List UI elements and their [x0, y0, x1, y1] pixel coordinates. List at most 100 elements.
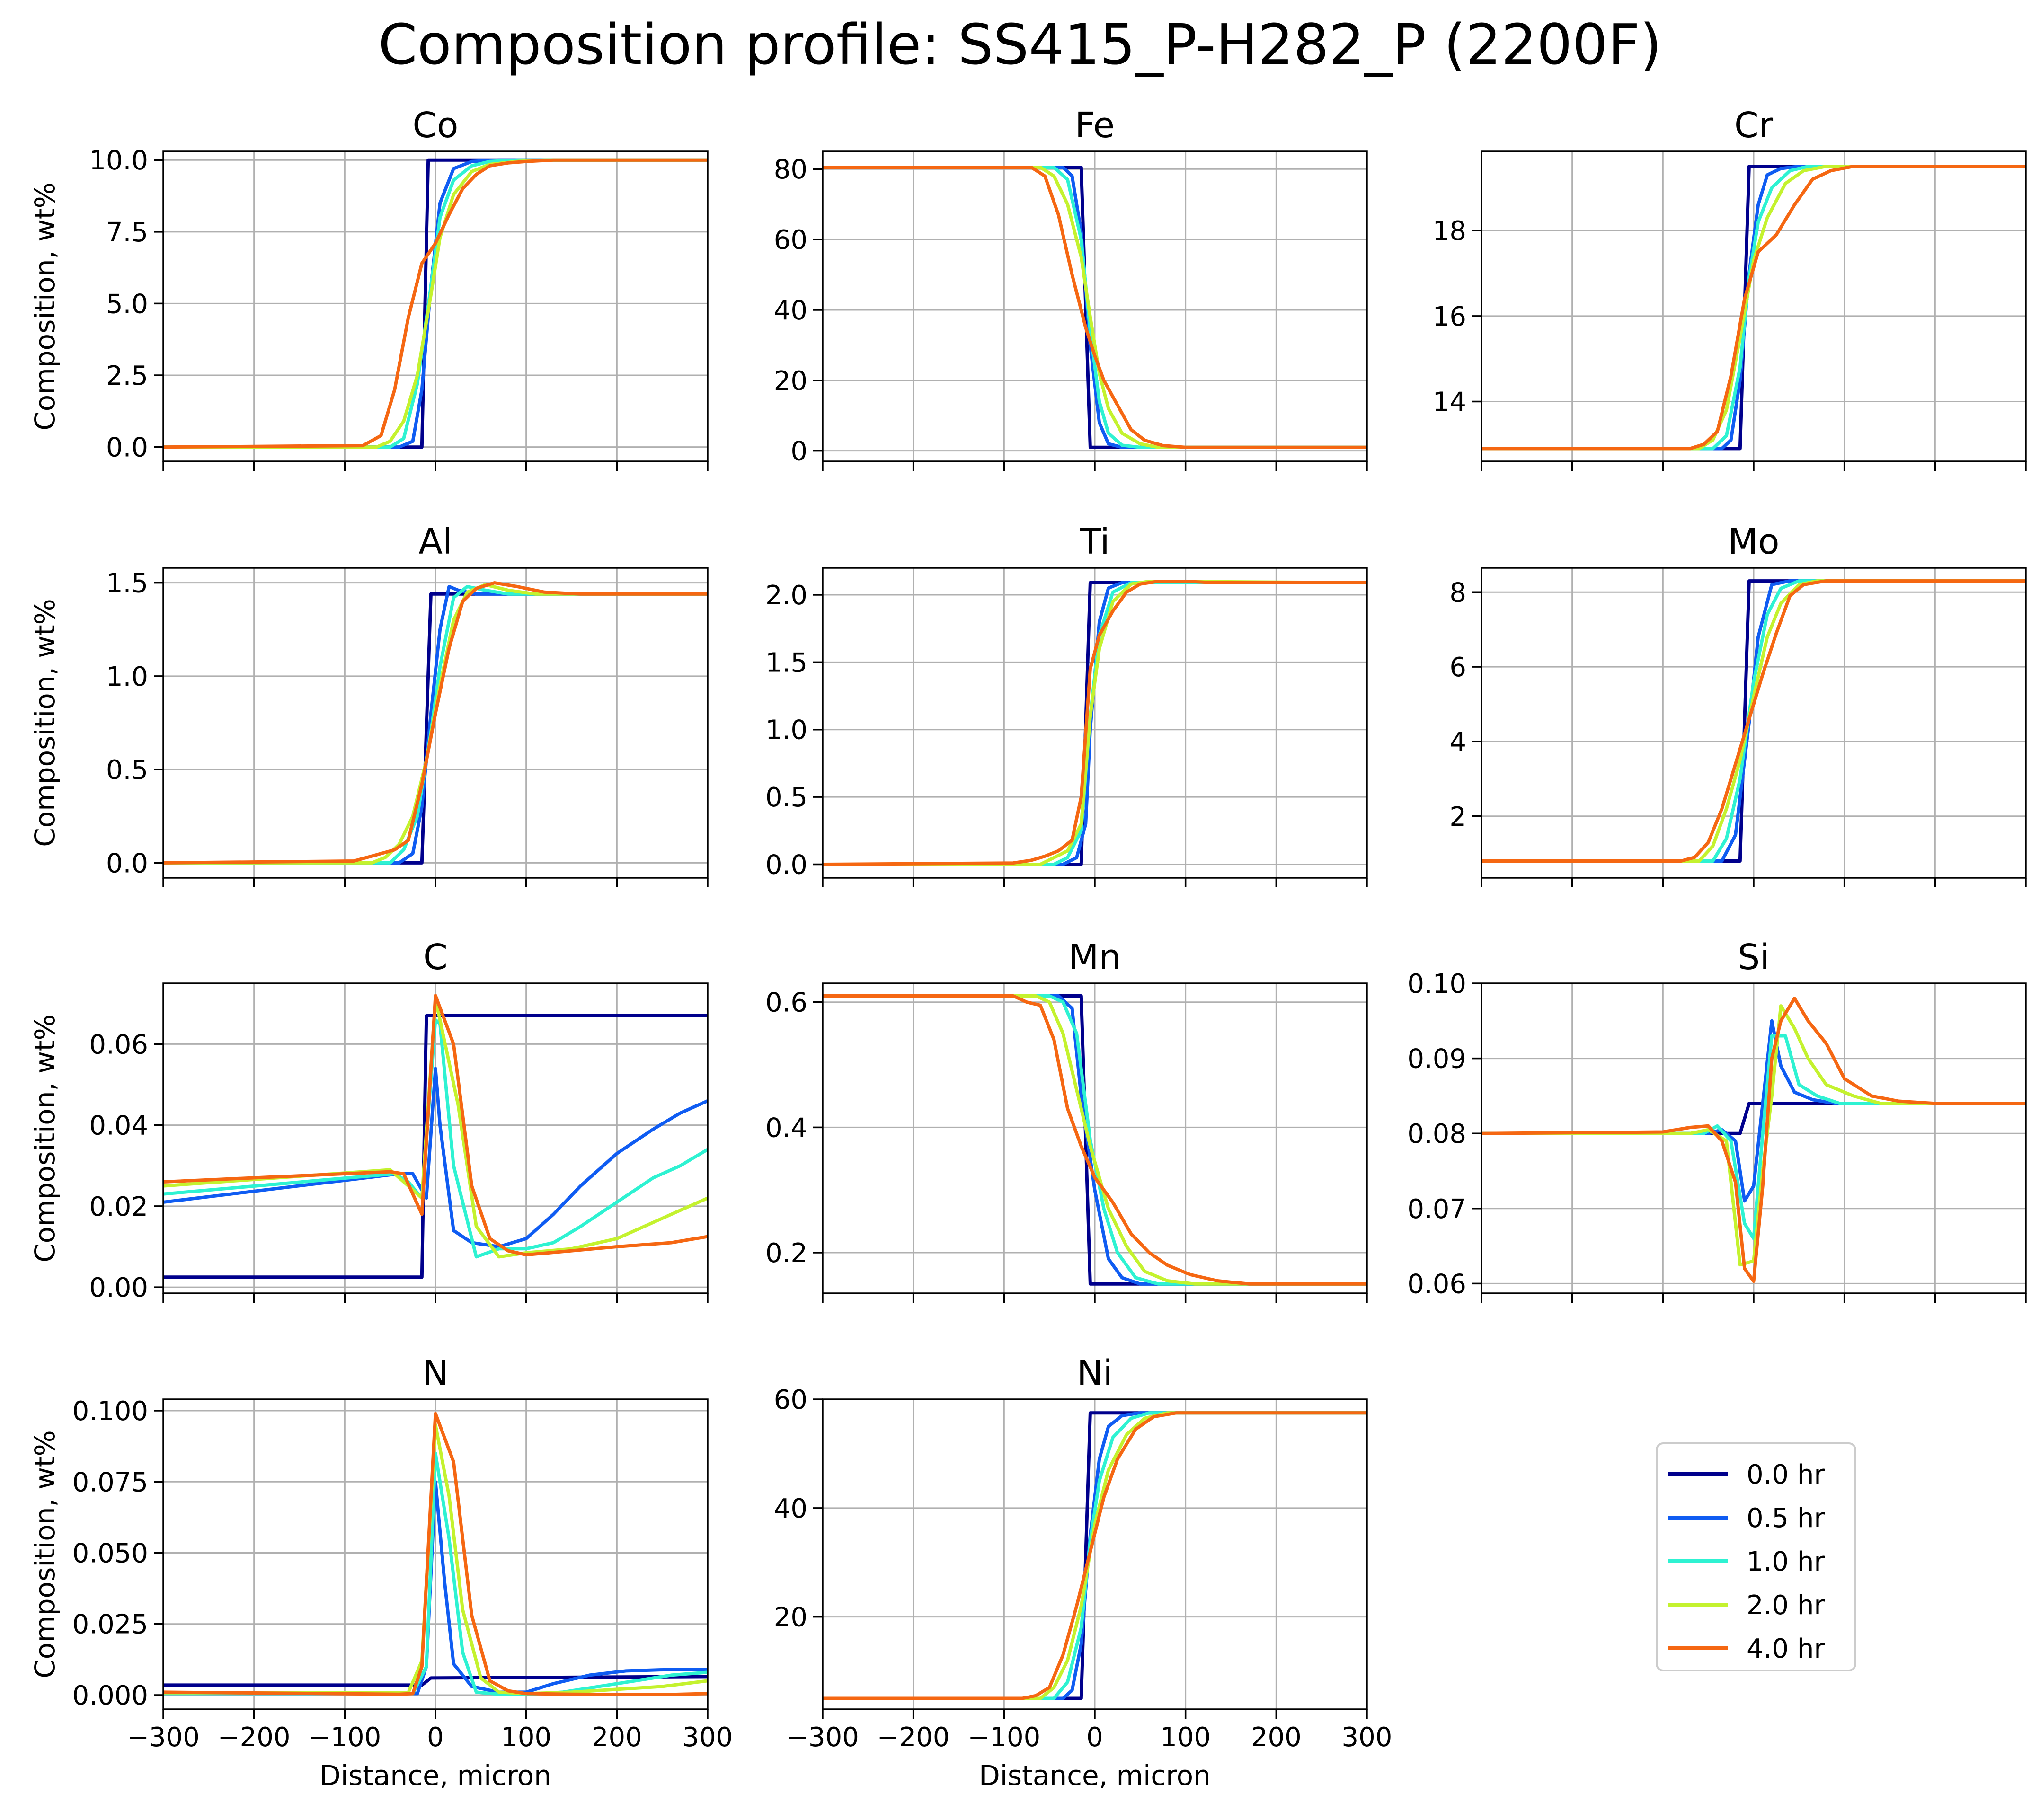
- panel-c: 0.00 0.02 0.04 0.06 C Composition, wt%: [29, 937, 709, 1303]
- series-line-n-4-0-hr: [163, 1412, 708, 1696]
- series-group-c: [163, 994, 708, 1279]
- x-tick-label: 300: [683, 1722, 733, 1753]
- series-line-co-1-0-hr: [163, 158, 708, 449]
- y-tick-label: 0.10: [1407, 969, 1466, 999]
- axes-frame: [162, 1398, 709, 1710]
- y-tick-label: 14: [1433, 387, 1466, 418]
- axes-frame: [162, 982, 709, 1294]
- y-tick-label: 0.5: [765, 782, 807, 813]
- series-line-cr-2-0-hr: [1481, 165, 2026, 451]
- y-tick-label: 1.5: [765, 647, 807, 678]
- subplot-title: N: [422, 1353, 448, 1394]
- x-axis-label: Distance, micron: [979, 1759, 1211, 1792]
- figure-title: Composition profile: SS415_P-H282_P (220…: [378, 12, 1661, 77]
- series-group-fe: [823, 166, 1367, 449]
- legend-label-4-0-hr: 4.0 hr: [1747, 1634, 1825, 1664]
- series-line-mn-0-5-hr: [823, 994, 1367, 1286]
- y-tick-label: 0.000: [72, 1680, 148, 1711]
- series-group-n: [163, 1412, 708, 1696]
- series-line-ni-0-5-hr: [823, 1411, 1367, 1700]
- y-tick-label: 20: [774, 366, 807, 397]
- y-tick-label: 18: [1433, 216, 1466, 247]
- series-line-cr-1-0-hr: [1481, 165, 2026, 451]
- y-tick-label: 0.050: [72, 1538, 148, 1569]
- y-tick-label: 0.00: [89, 1272, 148, 1303]
- y-tick-label: 7.5: [106, 217, 148, 248]
- series-line-mn-4-0-hr: [823, 994, 1367, 1286]
- y-tick-label: 20: [774, 1602, 807, 1633]
- subplot-title: Al: [418, 521, 452, 562]
- y-tick-label: 2.0: [765, 580, 807, 611]
- x-tick-label: 0: [1086, 1722, 1103, 1753]
- series-line-c-0-0-hr: [163, 1014, 708, 1279]
- series-line-mo-4-0-hr: [1481, 579, 2026, 863]
- subplot-title: Co: [413, 105, 459, 146]
- series-line-si-1-0-hr: [1481, 1034, 2026, 1240]
- y-tick-label: 0.4: [765, 1113, 807, 1143]
- legend-label-0-0-hr: 0.0 hr: [1747, 1459, 1825, 1490]
- y-tick-label: 0.2: [765, 1238, 807, 1269]
- y-tick-label: 0.02: [89, 1192, 148, 1222]
- series-group-co: [163, 158, 708, 449]
- y-tick-label: 0.06: [1407, 1269, 1466, 1299]
- series-line-ni-4-0-hr: [823, 1411, 1367, 1700]
- y-tick-label: 80: [774, 154, 807, 185]
- series-line-c-0-5-hr: [163, 1067, 708, 1248]
- series-group-mo: [1481, 579, 2026, 863]
- y-axis-label: Composition, wt%: [29, 1014, 61, 1262]
- x-tick-label: −100: [308, 1722, 381, 1753]
- series-line-fe-2-0-hr: [823, 166, 1367, 449]
- panel-mo: 2 4 6 8 Mo: [1449, 521, 2027, 887]
- y-tick-label: 0.09: [1407, 1044, 1466, 1075]
- panel-si: 0.06 0.07 0.08 0.09 0.10 Si: [1407, 937, 2027, 1303]
- series-line-ni-1-0-hr: [823, 1411, 1367, 1700]
- axes-frame: [162, 567, 709, 879]
- axes-frame: [162, 150, 709, 462]
- series-group-ni: [823, 1411, 1367, 1700]
- y-tick-label: 6: [1449, 652, 1466, 683]
- y-tick-label: 16: [1433, 301, 1466, 332]
- y-tick-label: 10.0: [89, 145, 148, 176]
- series-line-al-1-0-hr: [163, 585, 708, 865]
- series-line-ti-2-0-hr: [823, 580, 1367, 866]
- panel-mn: 0.2 0.4 0.6 Mn: [765, 937, 1368, 1303]
- y-tick-label: 40: [774, 1493, 807, 1524]
- y-tick-label: 0.100: [72, 1396, 148, 1427]
- panel-al: 0.0 0.5 1.0 1.5 Al Composition, wt%: [29, 521, 709, 887]
- y-tick-label: 0.0: [106, 433, 148, 463]
- x-tick-label: 200: [592, 1722, 642, 1753]
- panel-cr: 14 16 18 Cr: [1433, 105, 2027, 471]
- subplot-title: Fe: [1075, 105, 1115, 146]
- series-group-cr: [1481, 165, 2026, 451]
- y-tick-label: 1.0: [106, 662, 148, 692]
- y-tick-label: 0: [790, 436, 807, 467]
- y-axis-label: Composition, wt%: [29, 1430, 61, 1678]
- y-tick-label: 0.0: [106, 848, 148, 879]
- y-tick-label: 0.0: [765, 850, 807, 881]
- series-line-fe-1-0-hr: [823, 166, 1367, 449]
- legend: 0.0 hr 0.5 hr 1.0 hr 2.0 hr 4.0 hr: [1656, 1442, 1856, 1671]
- x-tick-label: 100: [501, 1722, 551, 1753]
- x-tick-label: −100: [967, 1722, 1040, 1753]
- series-line-mn-2-0-hr: [823, 994, 1367, 1286]
- legend-label-1-0-hr: 1.0 hr: [1747, 1546, 1825, 1577]
- series-group-mn: [823, 994, 1367, 1286]
- y-tick-label: 60: [774, 225, 807, 256]
- legend-label-0-5-hr: 0.5 hr: [1747, 1503, 1825, 1534]
- subplot-title: Ni: [1077, 1353, 1113, 1394]
- series-group-si: [1481, 997, 2026, 1283]
- panel-ni: −300 −200 −100 0 100 200 300 20 40 60 Ni Distance, …: [774, 1353, 1393, 1792]
- y-tick-label: 8: [1449, 577, 1466, 608]
- series-line-co-4-0-hr: [163, 158, 708, 449]
- y-tick-label: 40: [774, 295, 807, 326]
- subplot-title: Ti: [1079, 521, 1110, 562]
- x-tick-label: 0: [427, 1722, 444, 1753]
- axes-frame: [822, 982, 1368, 1294]
- axes-frame: [822, 1398, 1368, 1710]
- y-tick-label: 0.025: [72, 1609, 148, 1640]
- series-line-ti-4-0-hr: [823, 580, 1367, 866]
- y-tick-label: 0.04: [89, 1111, 148, 1141]
- axes-frame: [1481, 567, 2027, 879]
